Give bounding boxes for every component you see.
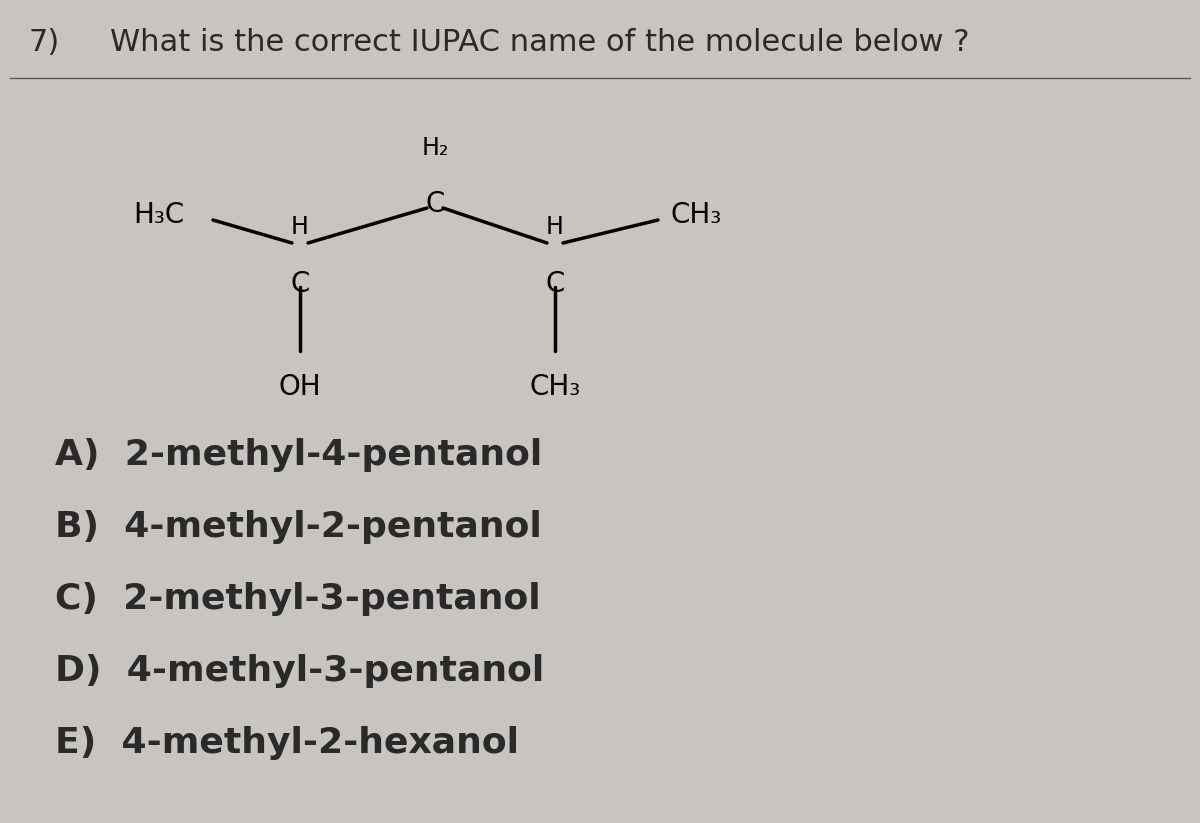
Text: C: C: [425, 190, 445, 218]
Text: B)  4-methyl-2-pentanol: B) 4-methyl-2-pentanol: [55, 510, 541, 544]
Text: H: H: [546, 215, 564, 239]
Text: H₂: H₂: [421, 136, 449, 160]
Text: What is the correct IUPAC name of the molecule below ?: What is the correct IUPAC name of the mo…: [110, 28, 970, 57]
Text: C: C: [290, 270, 310, 298]
Text: 7): 7): [28, 28, 59, 57]
Text: C: C: [545, 270, 565, 298]
Text: E)  4-methyl-2-hexanol: E) 4-methyl-2-hexanol: [55, 726, 520, 760]
Text: CH₃: CH₃: [670, 201, 721, 229]
Text: OH: OH: [278, 373, 322, 401]
Text: A)  2-methyl-4-pentanol: A) 2-methyl-4-pentanol: [55, 438, 542, 472]
Text: H₃C: H₃C: [133, 201, 185, 229]
Text: H: H: [292, 215, 308, 239]
Text: D)  4-methyl-3-pentanol: D) 4-methyl-3-pentanol: [55, 654, 545, 688]
Text: CH₃: CH₃: [529, 373, 581, 401]
Text: C)  2-methyl-3-pentanol: C) 2-methyl-3-pentanol: [55, 582, 541, 616]
